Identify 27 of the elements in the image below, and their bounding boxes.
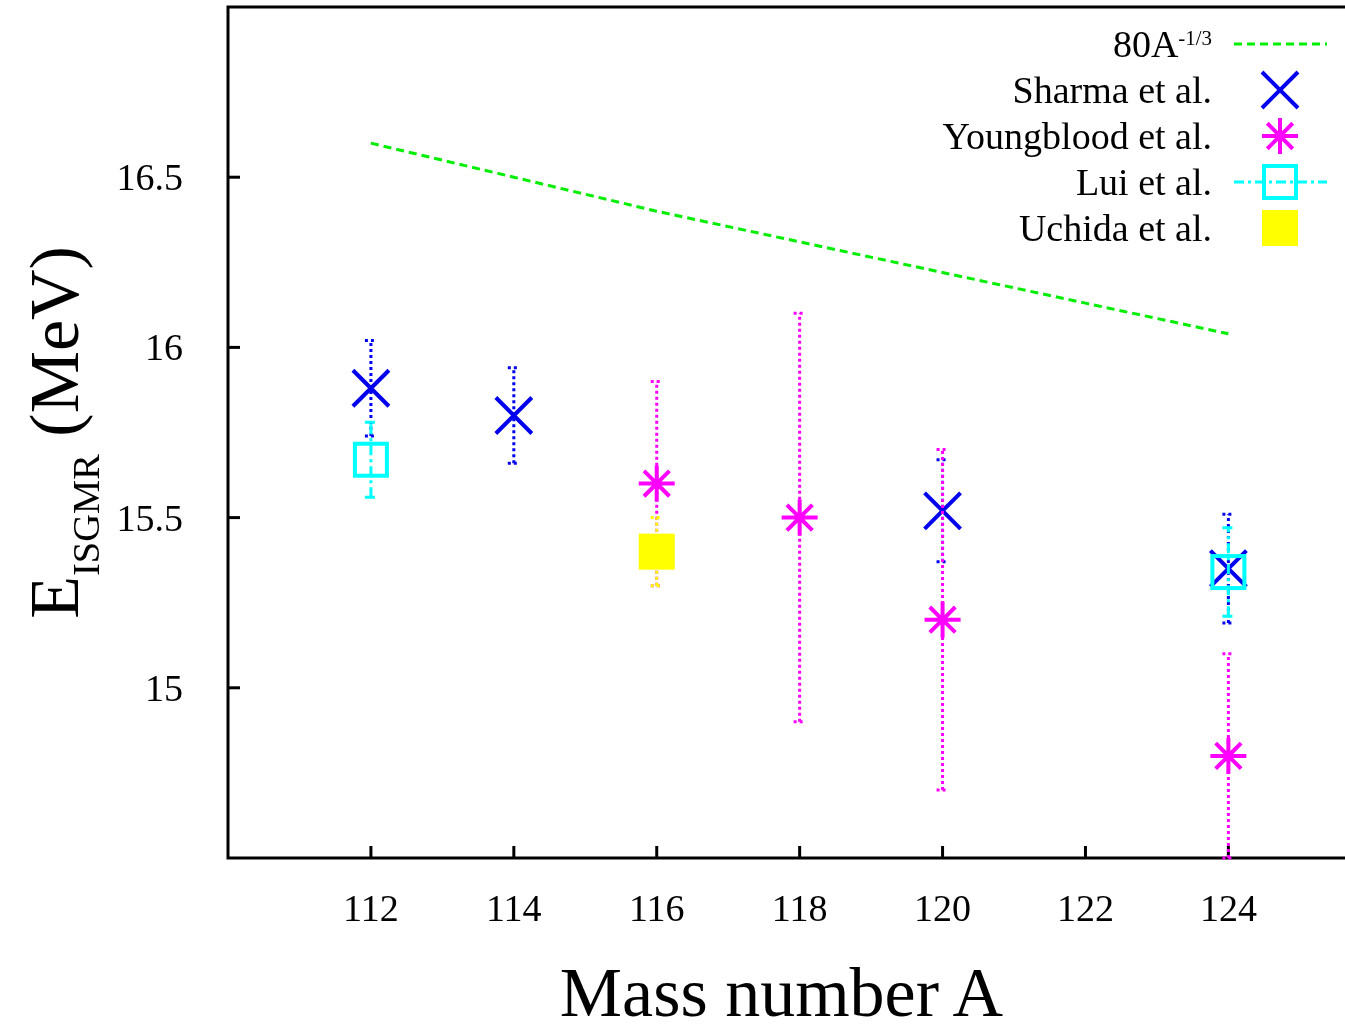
x-tick-label: 114	[486, 887, 542, 929]
x-axis-title: Mass number A	[559, 954, 1004, 1026]
point	[638, 465, 675, 502]
x-tick-label: 122	[1056, 887, 1114, 929]
legend-label: Lui et al.	[1075, 161, 1212, 203]
point	[350, 368, 391, 409]
x-tick-label: 112	[343, 887, 399, 929]
point	[1210, 554, 1247, 591]
point	[352, 441, 389, 478]
legend-label: Youngblood et al.	[942, 115, 1212, 157]
point	[924, 601, 961, 638]
point	[781, 499, 818, 536]
point	[922, 490, 963, 531]
y-tick-label: 15.5	[116, 496, 183, 539]
legend-label: Sharma et al.	[1012, 69, 1212, 111]
point	[1210, 737, 1247, 774]
y-tick-label: 16	[145, 326, 183, 369]
x-tick-label: 116	[628, 887, 685, 929]
legend-label: Uchida et al.	[1018, 207, 1212, 249]
point	[638, 533, 675, 570]
x-tick-label: 120	[914, 887, 972, 929]
point	[493, 395, 534, 436]
y-tick-label: 15	[145, 666, 183, 709]
y-tick-label: 16.5	[116, 156, 183, 199]
x-tick-label: 118	[771, 887, 828, 929]
legend-label: 80A$^{-1/3}$	[1112, 23, 1212, 65]
x-tick-label: 124	[1199, 887, 1257, 929]
